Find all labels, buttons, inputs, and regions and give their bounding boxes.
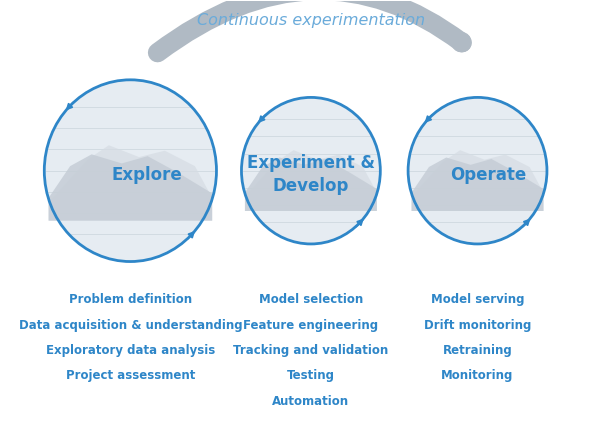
Polygon shape xyxy=(48,145,212,221)
Polygon shape xyxy=(48,154,212,221)
Text: Retraining: Retraining xyxy=(442,344,512,357)
Text: Testing: Testing xyxy=(287,369,335,383)
Text: Explore: Explore xyxy=(112,166,182,184)
Text: Operate: Operate xyxy=(451,166,527,184)
Text: Continuous experimentation: Continuous experimentation xyxy=(197,13,425,28)
Text: Feature engineering: Feature engineering xyxy=(243,319,378,332)
Text: Monitoring: Monitoring xyxy=(441,369,514,383)
FancyArrowPatch shape xyxy=(259,115,266,121)
Polygon shape xyxy=(412,158,543,211)
Text: Model serving: Model serving xyxy=(431,293,525,306)
Text: Automation: Automation xyxy=(273,395,349,408)
FancyArrowPatch shape xyxy=(426,115,432,121)
Ellipse shape xyxy=(241,98,381,244)
Text: Data acquisition & understanding: Data acquisition & understanding xyxy=(18,319,242,332)
FancyArrowPatch shape xyxy=(67,102,73,109)
FancyArrowPatch shape xyxy=(187,232,194,239)
Polygon shape xyxy=(412,150,543,211)
Ellipse shape xyxy=(408,98,547,244)
FancyArrowPatch shape xyxy=(356,220,362,227)
Text: Problem definition: Problem definition xyxy=(69,293,192,306)
Text: Model selection: Model selection xyxy=(259,293,363,306)
Text: Drift monitoring: Drift monitoring xyxy=(424,319,531,332)
FancyArrowPatch shape xyxy=(523,220,529,227)
Text: Project assessment: Project assessment xyxy=(65,369,195,383)
Polygon shape xyxy=(245,158,377,211)
FancyArrowPatch shape xyxy=(158,0,462,53)
Text: Exploratory data analysis: Exploratory data analysis xyxy=(46,344,215,357)
Text: Experiment &
Develop: Experiment & Develop xyxy=(247,155,375,196)
Ellipse shape xyxy=(44,80,217,262)
Text: Tracking and validation: Tracking and validation xyxy=(233,344,389,357)
Polygon shape xyxy=(245,150,377,211)
